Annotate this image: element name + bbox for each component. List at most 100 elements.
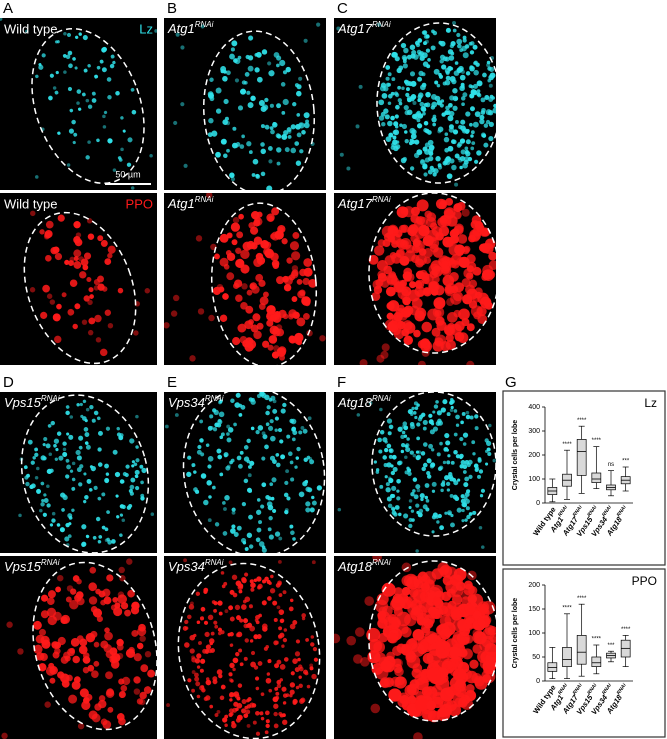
cell — [455, 454, 461, 459]
cell — [464, 492, 470, 497]
cell — [476, 306, 487, 317]
cell — [264, 444, 269, 450]
cell — [248, 544, 254, 549]
cell — [244, 547, 249, 551]
cell — [439, 40, 446, 47]
cell — [220, 684, 226, 690]
cell — [237, 105, 244, 111]
cell — [385, 482, 390, 487]
cell — [280, 82, 286, 87]
cell — [414, 697, 429, 712]
gene: Atg1 — [167, 196, 195, 211]
cell — [88, 287, 94, 293]
cell — [87, 104, 93, 109]
cell — [291, 251, 301, 261]
cell — [432, 410, 436, 414]
cell — [82, 666, 90, 674]
cell — [378, 115, 385, 121]
cell — [133, 653, 142, 662]
cell — [470, 134, 474, 138]
cell — [268, 335, 278, 344]
cell — [269, 455, 276, 461]
cell — [198, 641, 202, 645]
cell — [451, 594, 463, 605]
cell — [246, 240, 256, 250]
cell — [197, 444, 202, 450]
cell — [76, 455, 82, 461]
cell — [431, 116, 437, 123]
cell — [213, 601, 218, 605]
cell — [69, 256, 75, 263]
cell — [430, 45, 436, 51]
cell — [101, 525, 106, 530]
cell — [95, 516, 101, 522]
cell — [408, 523, 413, 529]
cell — [233, 531, 239, 537]
cell — [485, 109, 492, 116]
significance: **** — [577, 596, 587, 602]
cell — [219, 435, 224, 440]
cell — [472, 121, 479, 128]
cell — [465, 111, 471, 117]
cell — [421, 466, 426, 472]
cell — [52, 86, 57, 90]
cells — [23, 399, 147, 547]
cell — [366, 627, 381, 642]
cell — [460, 119, 466, 125]
cell — [460, 494, 465, 499]
cell — [458, 158, 463, 163]
cell — [279, 59, 286, 67]
cell — [226, 70, 231, 76]
cell — [393, 281, 405, 293]
cell — [27, 439, 33, 445]
cell — [289, 598, 294, 603]
cell — [183, 163, 188, 168]
cell — [462, 470, 467, 474]
cell — [216, 669, 223, 675]
cell — [400, 42, 407, 49]
significance: **** — [577, 418, 587, 424]
cell — [45, 254, 52, 262]
cells — [33, 566, 156, 729]
cell — [289, 682, 296, 688]
cell — [391, 51, 398, 58]
cell — [240, 249, 250, 260]
cell — [106, 77, 112, 82]
cell — [381, 343, 390, 352]
cell — [299, 666, 304, 672]
cell — [38, 663, 47, 672]
cell — [235, 392, 241, 398]
cell — [34, 447, 39, 452]
cell — [236, 455, 242, 461]
image-label: Atg18RNAi — [337, 558, 391, 574]
cell — [122, 129, 126, 133]
cells — [378, 27, 496, 180]
cell — [265, 719, 270, 724]
cell — [30, 210, 36, 217]
cell — [377, 437, 382, 443]
panel-letter: F — [337, 374, 346, 391]
cell — [124, 609, 131, 617]
cell — [276, 103, 282, 109]
cell — [94, 74, 99, 79]
cell — [460, 459, 466, 465]
cell — [386, 301, 395, 311]
cell — [428, 419, 434, 425]
cell — [255, 273, 264, 282]
cell — [417, 360, 426, 365]
cell — [462, 502, 468, 508]
cell — [452, 494, 458, 500]
cell — [411, 139, 416, 144]
cell — [51, 518, 56, 523]
cell — [104, 463, 109, 469]
cell — [32, 456, 36, 460]
cell — [133, 688, 141, 695]
cell — [105, 671, 113, 680]
cell — [275, 640, 280, 645]
cell — [191, 655, 195, 660]
cell — [371, 291, 381, 301]
cell — [102, 125, 107, 129]
cell — [114, 471, 121, 478]
cell — [424, 495, 429, 500]
